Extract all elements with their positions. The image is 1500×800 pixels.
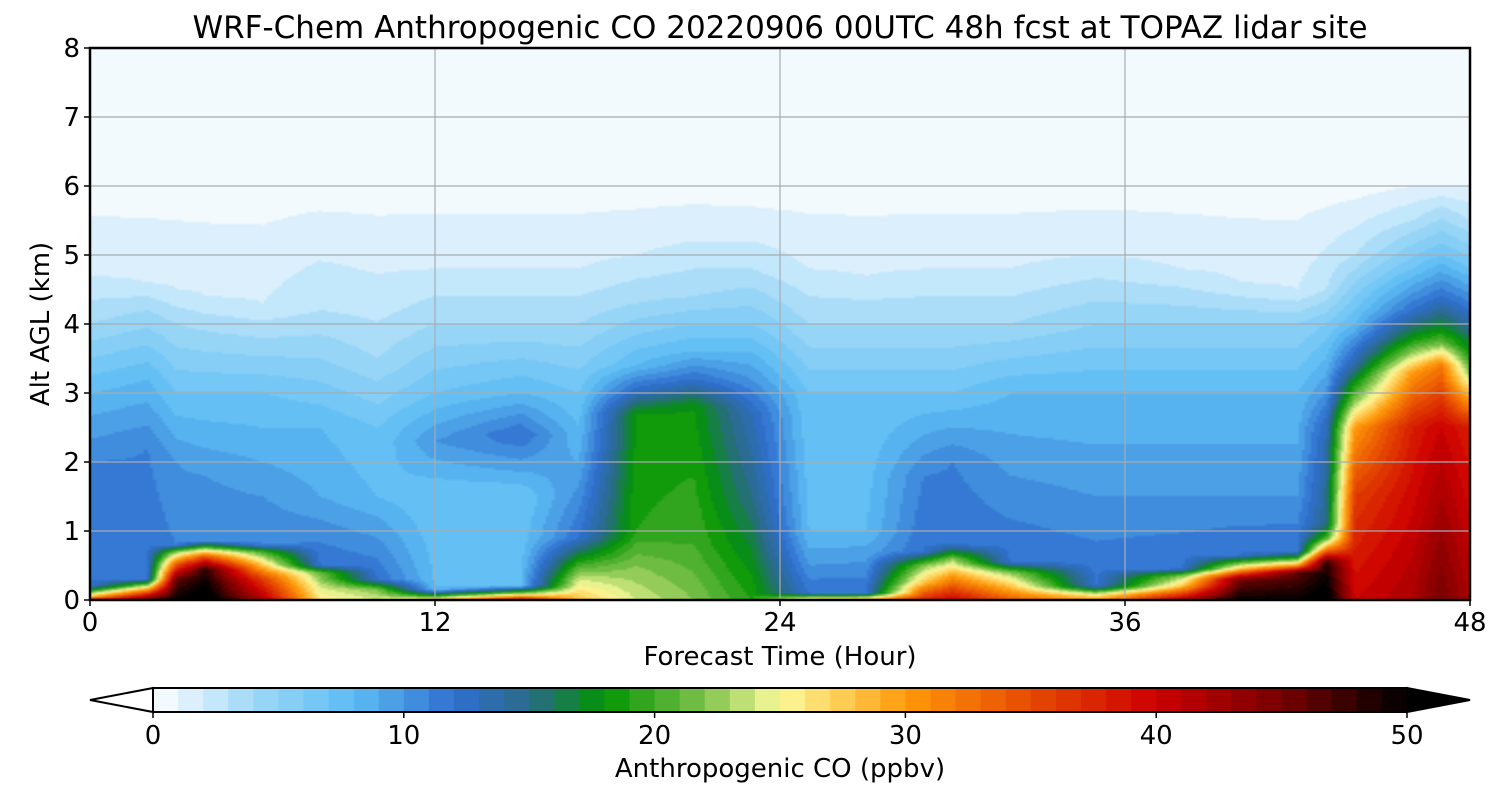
colorbar-swatch (780, 688, 806, 712)
colorbar-swatch (704, 688, 731, 712)
colorbar-frame (152, 687, 1408, 713)
colorbar-swatch (1331, 688, 1358, 712)
colorbar-swatch (253, 688, 279, 712)
colorbar-swatch (303, 688, 330, 712)
y-tick-label: 2 (63, 448, 80, 478)
colorbar-tick-label: 10 (387, 721, 420, 751)
colorbar-tick-label: 20 (638, 721, 671, 751)
colorbar-swatch (579, 688, 606, 712)
colorbar: 0 10 20 30 40 50 Anthropogenic CO (ppbv) (89, 686, 1471, 784)
y-axis-ticks: 0 1 2 3 4 5 6 7 8 (63, 34, 90, 616)
colorbar-swatch (855, 688, 881, 712)
colorbar-swatch (1156, 688, 1182, 712)
plot-area (88, 46, 1472, 602)
colorbar-ticks: 0 10 20 30 40 50 (145, 712, 1424, 751)
colorbar-swatch (228, 688, 254, 712)
y-tick-label: 0 (63, 586, 80, 616)
colorbar-swatch (1080, 688, 1107, 712)
colorbar-swatch (629, 688, 656, 712)
colorbar-swatch (403, 688, 430, 712)
colorbar-swatch (604, 688, 631, 712)
colorbar-swatch (554, 688, 580, 712)
colorbar-swatch (1356, 688, 1383, 712)
colorbar-swatches (153, 688, 1408, 712)
colorbar-swatch (1106, 688, 1132, 712)
colorbar-swatch (1181, 688, 1207, 712)
y-tick-label: 8 (63, 34, 80, 64)
colorbar-swatch (1131, 688, 1157, 712)
colorbar-swatch (754, 688, 781, 712)
x-tick-label: 12 (418, 608, 451, 638)
x-tick-label: 36 (1108, 608, 1141, 638)
colorbar-swatch (679, 688, 706, 712)
colorbar-swatch (1306, 688, 1333, 712)
colorbar-tick-label: 50 (1390, 721, 1423, 751)
x-tick-label: 0 (82, 608, 99, 638)
colorbar-swatch (353, 688, 380, 712)
y-tick-label: 4 (63, 310, 80, 340)
colorbar-swatch (1256, 688, 1283, 712)
x-tick-label: 24 (763, 608, 796, 638)
grid-lines (90, 48, 1470, 600)
y-axis-label: Alt AGL (km) (26, 242, 56, 406)
y-tick-label: 3 (63, 379, 80, 409)
colorbar-swatch (1231, 688, 1258, 712)
colorbar-swatch (830, 688, 856, 712)
y-tick-label: 1 (63, 517, 80, 547)
colorbar-swatch (905, 688, 932, 712)
chart-title: WRF-Chem Anthropogenic CO 20220906 00UTC… (192, 10, 1367, 46)
colorbar-swatch (1055, 688, 1082, 712)
colorbar-swatch (1206, 688, 1233, 712)
colorbar-swatch (880, 688, 906, 712)
x-axis-ticks: 0 12 24 36 48 (82, 600, 1487, 638)
colorbar-swatch (805, 688, 831, 712)
colorbar-swatch (1281, 688, 1308, 712)
colorbar-swatch (654, 688, 681, 712)
colorbar-swatch (529, 688, 555, 712)
y-tick-label: 7 (63, 103, 80, 133)
colorbar-tick-label: 30 (889, 721, 922, 751)
colorbar-swatch (955, 688, 982, 712)
colorbar-tick-label: 0 (145, 721, 162, 751)
x-axis-label: Forecast Time (Hour) (643, 642, 916, 672)
colorbar-extend-min (89, 686, 154, 714)
x-tick-label: 48 (1453, 608, 1486, 638)
colorbar-swatch (930, 688, 957, 712)
colorbar-swatch (203, 688, 229, 712)
colorbar-swatch (378, 688, 405, 712)
colorbar-swatch (328, 688, 355, 712)
colorbar-swatch (729, 688, 756, 712)
colorbar-swatch (178, 688, 204, 712)
colorbar-swatch (1030, 688, 1057, 712)
colorbar-swatch (504, 688, 530, 712)
colorbar-swatch (479, 688, 505, 712)
colorbar-tick-label: 40 (1140, 721, 1173, 751)
colorbar-swatch (428, 688, 455, 712)
colorbar-label: Anthropogenic CO (ppbv) (615, 754, 945, 784)
colorbar-swatch (980, 688, 1007, 712)
colorbar-extend-max (1406, 686, 1471, 714)
colorbar-swatch (453, 688, 480, 712)
colorbar-swatch (153, 688, 179, 712)
y-tick-label: 6 (63, 172, 80, 202)
colorbar-swatch (1005, 688, 1032, 712)
colorbar-swatch (1381, 688, 1408, 712)
colorbar-swatch (278, 688, 305, 712)
y-tick-label: 5 (63, 241, 80, 271)
